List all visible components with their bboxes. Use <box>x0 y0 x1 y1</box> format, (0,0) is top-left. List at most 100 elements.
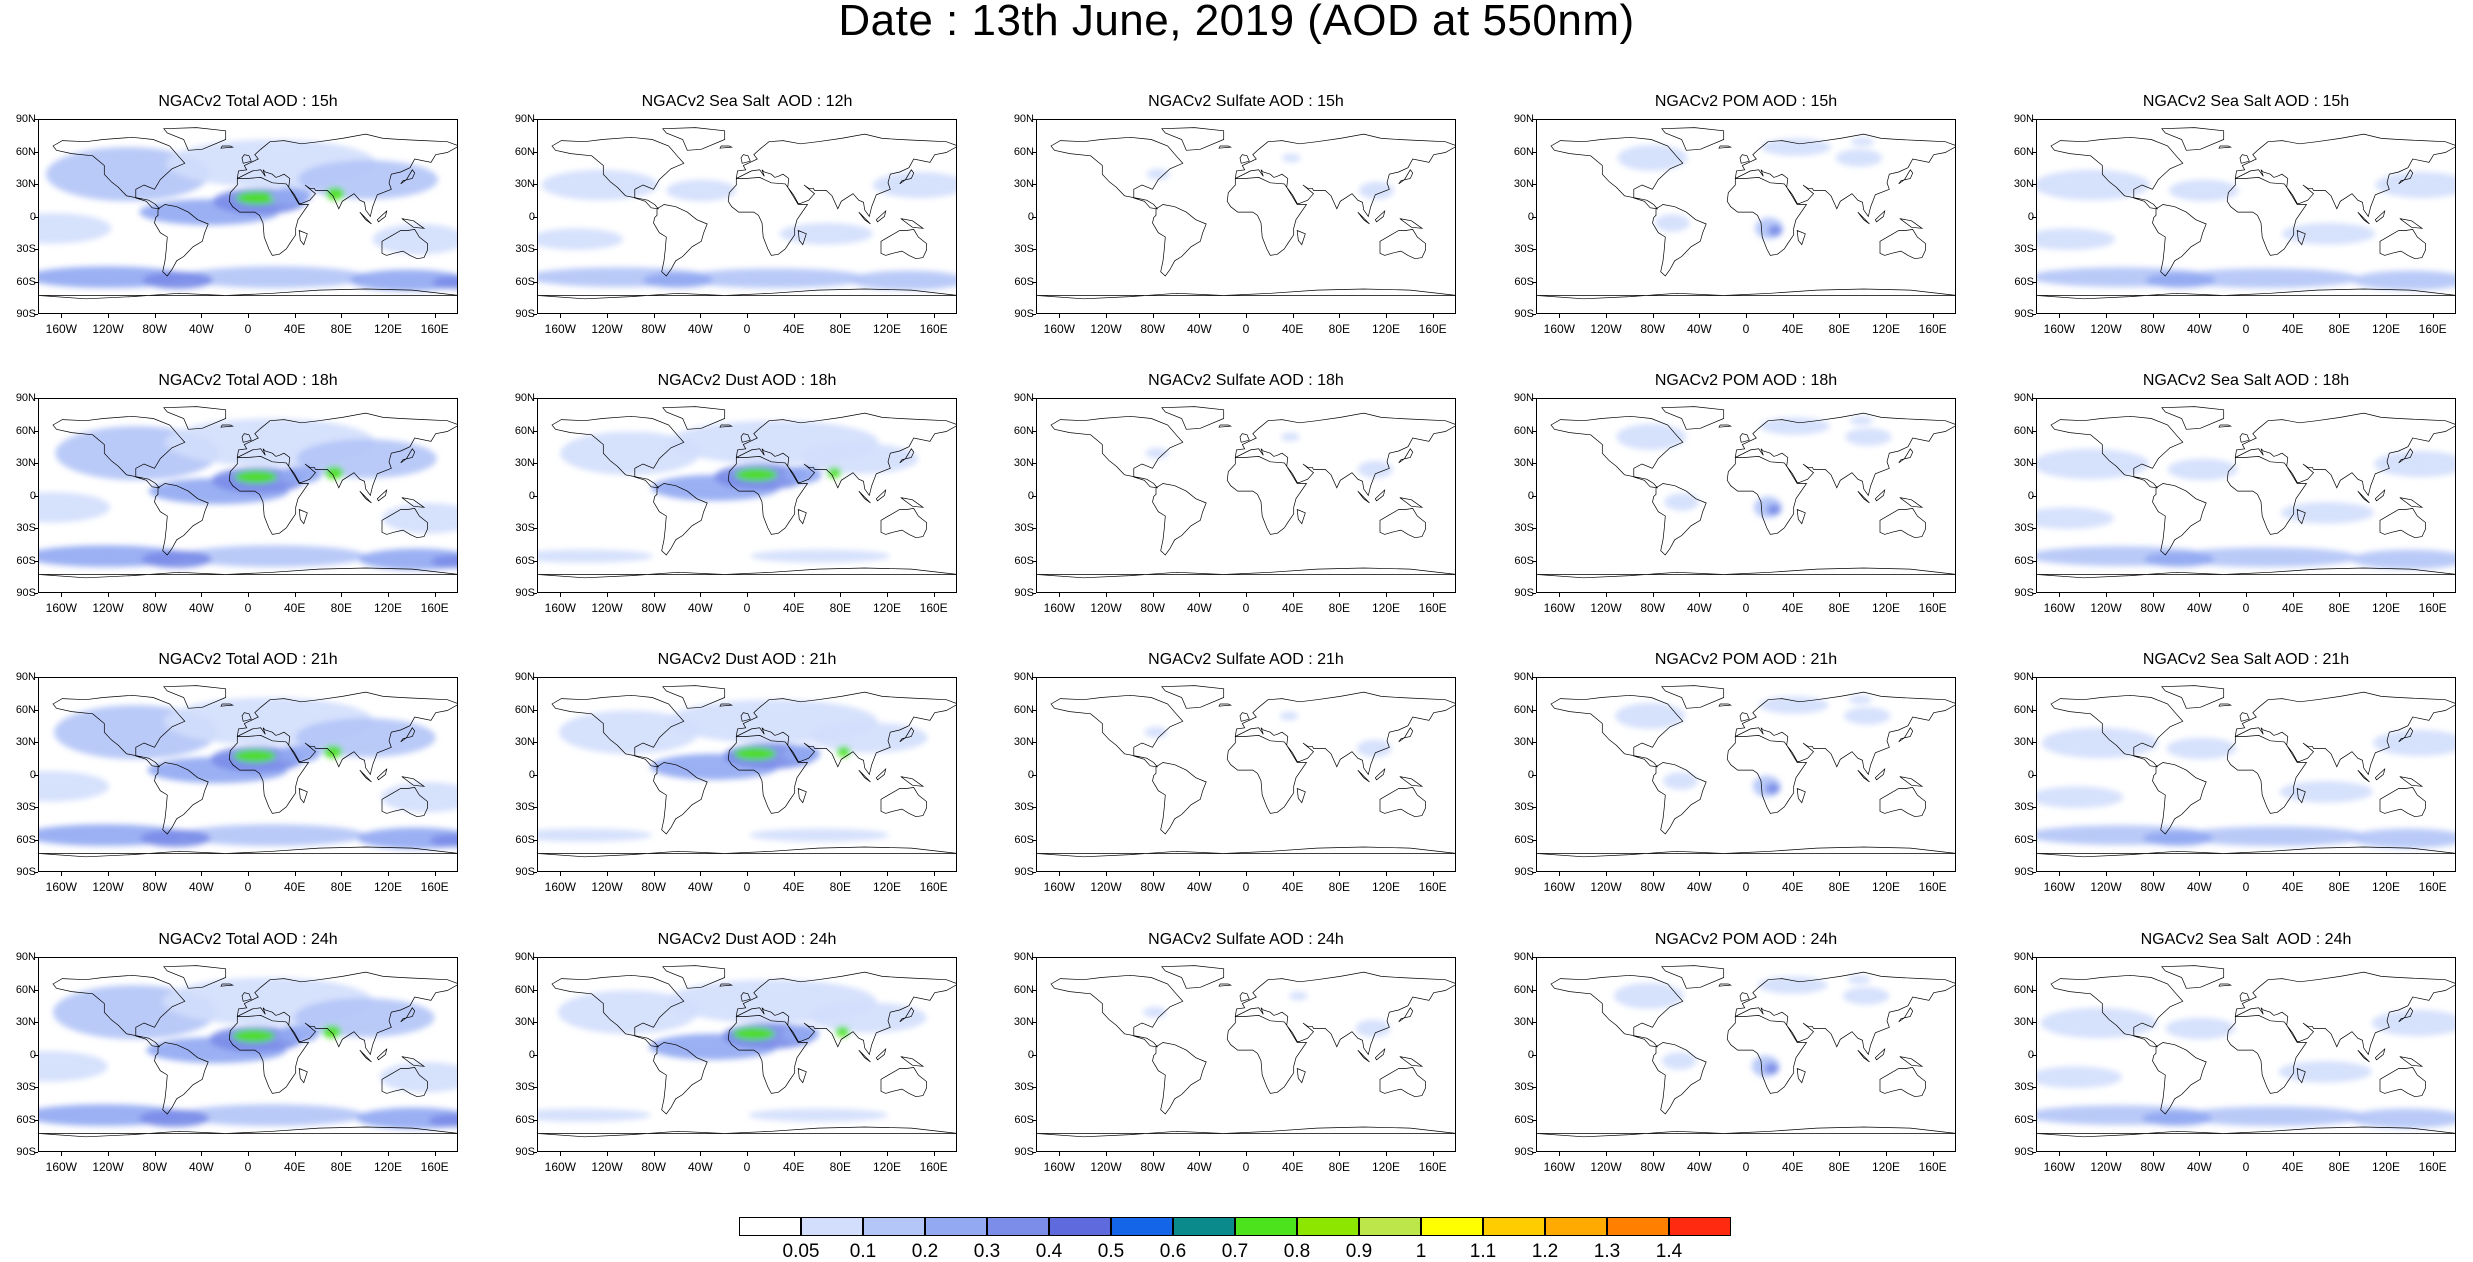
lat-tick <box>34 495 38 497</box>
lon-tick <box>1339 593 1341 597</box>
lat-tick-label: 60N <box>514 703 535 716</box>
lat-tick <box>34 593 38 594</box>
lon-tick-label: 40E <box>1781 322 1804 336</box>
lon-tick <box>887 1152 888 1156</box>
lon-tick <box>294 314 296 318</box>
lat-tick-label: 0 <box>528 210 535 223</box>
lat-tick-label: 60S <box>1014 833 1034 846</box>
coastlines <box>1037 685 1455 858</box>
lon-tick <box>1059 593 1061 597</box>
lon-tick <box>294 872 296 876</box>
lon-tick <box>388 872 389 876</box>
lat-tick-label: 30N <box>15 736 36 748</box>
lon-tick <box>2432 1152 2434 1156</box>
lat-tick-label: 30S <box>1014 801 1034 813</box>
lon-tick <box>434 593 436 597</box>
lon-tick <box>1152 314 1154 318</box>
lat-tick <box>2032 677 2036 678</box>
lon-tick-label: 40E <box>782 322 805 336</box>
lat-tick-label: 60N <box>15 983 36 996</box>
lat-tick <box>533 1054 537 1056</box>
lon-tick-label: 120W <box>1090 1160 1122 1174</box>
lat-tick-label: 90S <box>515 1146 535 1158</box>
world-map <box>537 119 957 314</box>
lon-tick <box>1839 593 1841 597</box>
lat-tick <box>2032 807 2036 808</box>
lon-tick-label: 0 <box>1742 322 1750 336</box>
lon-tick <box>2059 872 2061 876</box>
lat-tick <box>533 495 537 497</box>
lat-tick <box>1532 1054 1536 1056</box>
lon-tick <box>933 872 935 876</box>
map-panel: NGACv2 Total AOD : 18h 90N 60N 30N 0 30S 60S 90… <box>16 372 458 614</box>
lat-tick <box>1532 184 1536 185</box>
lon-tick <box>201 314 203 318</box>
lon-tick-label: 120W <box>2090 322 2122 336</box>
lon-tick-label: 120W <box>92 322 124 336</box>
world-map <box>38 957 458 1152</box>
lon-tick <box>1432 872 1434 876</box>
lon-tick <box>2386 872 2387 876</box>
lat-tick <box>533 957 537 958</box>
lon-tick-label: 40W <box>1686 601 1712 615</box>
lat-tick <box>533 677 537 678</box>
lat-tick <box>1032 430 1036 432</box>
lat-tick <box>1532 742 1536 743</box>
lon-tick <box>1932 1152 1934 1156</box>
lon-tick <box>607 872 608 876</box>
lon-tick-label: 160E <box>1418 880 1447 894</box>
lon-tick-label: 40W <box>188 1160 214 1174</box>
lat-tick-label: 30S <box>1014 1081 1034 1093</box>
lon-tick <box>108 314 109 318</box>
lon-tick <box>1746 1152 1747 1156</box>
lat-tick-label: 30N <box>1513 178 1534 190</box>
lon-tick <box>1386 1152 1387 1156</box>
aod-field <box>1614 975 1890 1078</box>
lon-tick <box>2432 872 2434 876</box>
map-panel: NGACv2 Sulfate AOD : 15h 90N 60N 30N 0 30S 60S… <box>1014 93 1456 335</box>
lat-tick <box>533 989 537 991</box>
colorbar-label: 0.8 <box>1283 1241 1311 1262</box>
lon-tick <box>2152 314 2154 318</box>
lon-tick <box>2339 593 2341 597</box>
lat-tick-label: 30N <box>1513 736 1534 748</box>
lat-tick-label: 30S <box>2014 1081 2034 1093</box>
lon-tick <box>248 1152 249 1156</box>
lon-tick-label: 80W <box>1140 322 1165 336</box>
lat-tick-label: 60S <box>1514 275 1534 288</box>
lon-tick-label: 0 <box>244 880 252 894</box>
lon-tick <box>2106 593 2107 597</box>
lon-tick-label: 0 <box>1242 322 1250 336</box>
colorbar-swatch <box>1049 1217 1111 1236</box>
aod-field <box>39 139 457 292</box>
lon-tick <box>1386 314 1387 318</box>
lat-tick <box>34 314 38 315</box>
lat-tick-label: 90S <box>1014 866 1034 878</box>
lon-tick <box>1059 1152 1061 1156</box>
lon-tick-label: 120W <box>2090 880 2122 894</box>
world-map <box>1036 677 1456 872</box>
lon-tick-label: 160E <box>919 322 948 336</box>
lon-tick <box>560 593 562 597</box>
lon-tick-label: 160W <box>544 322 577 336</box>
lat-tick <box>1032 560 1036 562</box>
lat-tick-label: 0 <box>2027 210 2034 223</box>
lon-tick-label: 160W <box>45 1160 78 1174</box>
lon-tick <box>61 872 63 876</box>
lon-tick <box>341 593 343 597</box>
lat-tick <box>533 593 537 594</box>
lat-tick-label: 0 <box>528 768 535 781</box>
lon-tick <box>248 872 249 876</box>
map-panel: NGACv2 Dust AOD : 21h 90N 60N 30N 0 30S 60S 90S… <box>515 651 957 893</box>
lat-tick-label: 90S <box>1514 866 1534 878</box>
lat-tick <box>34 1054 38 1056</box>
lon-tick-label: 40E <box>782 880 805 894</box>
lon-tick-label: 80E <box>1328 880 1350 894</box>
lon-tick-label: 160E <box>919 1160 948 1174</box>
lon-tick <box>2292 314 2294 318</box>
colorbar-swatch <box>925 1217 987 1236</box>
lat-tick-label: 30S <box>515 801 535 813</box>
lon-tick-label: 80W <box>2140 601 2165 615</box>
lat-tick <box>1032 184 1036 185</box>
lon-tick <box>607 593 608 597</box>
